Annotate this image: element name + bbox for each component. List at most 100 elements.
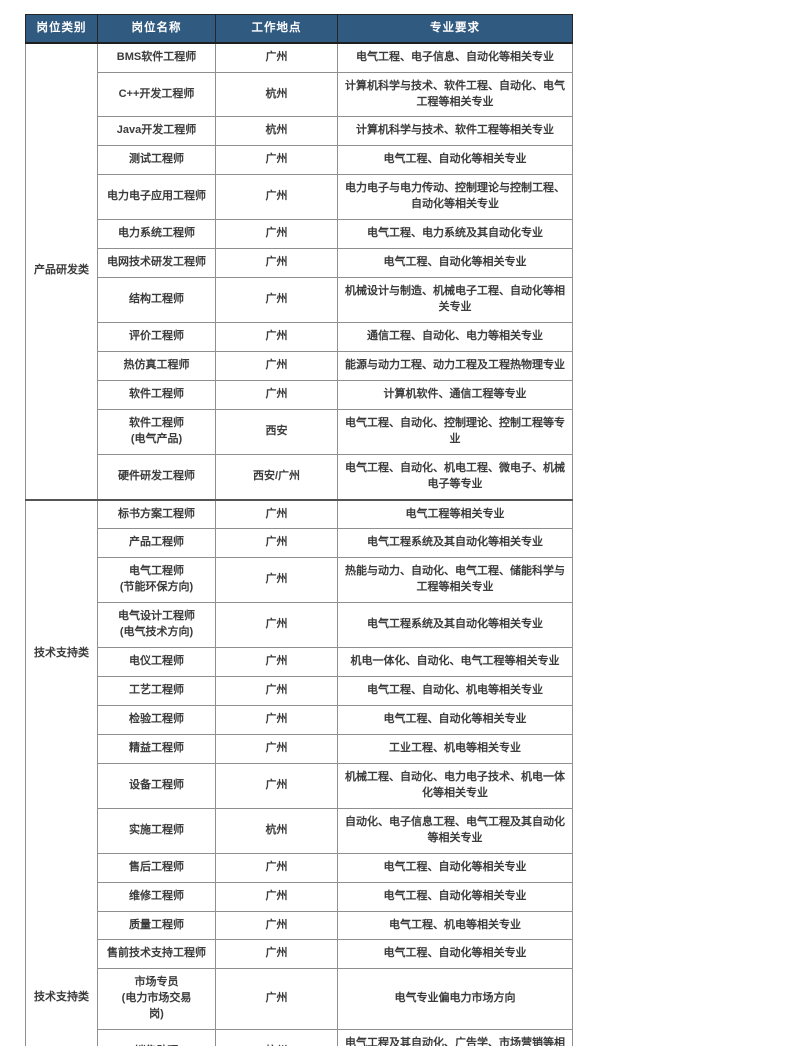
location-cell: 广州 [215, 676, 338, 707]
position-name-cell: 评价工程师 [97, 321, 216, 352]
position-name-cell: 精益工程师 [97, 733, 216, 764]
position-name-cell: 热仿真工程师 [97, 350, 216, 381]
location-cell: 广州 [215, 852, 338, 883]
column-header-category: 岗位类别 [25, 13, 98, 44]
position-name-cell: 市场专员 (电力市场交易 岗) [97, 968, 216, 1031]
location-cell: 广州 [215, 968, 338, 1031]
category-cell: 技术支持类 [25, 808, 98, 1046]
position-name-cell: 电仪工程师 [97, 647, 216, 678]
position-name-cell: 测试工程师 [97, 145, 216, 176]
job-positions-table: 岗位类别 岗位名称 工作地点 专业要求 产品研发类 BMS软件工程师 广州 电气工程、电子信… [25, 13, 573, 1046]
position-name-cell: 软件工程师 (电气产品) [97, 408, 216, 455]
position-name-cell: 售后工程师 [97, 852, 216, 883]
category-cell: 技术支持类 [25, 498, 98, 809]
position-name-cell: Java开发工程师 [97, 116, 216, 147]
table-row: 结构工程师 广州 机械设计与制造、机械电子工程、自动化等相关专业 [26, 277, 573, 323]
table-row: 电力电子应用工程师 广州 电力电子与电力传动、控制理论与控制工程、自动化等相关专业 [26, 174, 573, 221]
table-row: 评价工程师 广州 通信工程、自动化、电力等相关专业 [26, 321, 573, 352]
location-cell: 广州 [215, 881, 338, 912]
position-name-cell: 工艺工程师 [97, 676, 216, 707]
position-name-cell: 结构工程师 [97, 277, 216, 323]
category-cell: 产品研发类 [25, 42, 98, 501]
requirement-cell: 计算机软件、通信工程等专业 [337, 379, 573, 410]
table-row: 质量工程师 广州 电气工程、机电等相关专业 [26, 910, 573, 941]
location-cell: 广州 [215, 498, 338, 530]
position-name-cell: 软件工程师 [97, 379, 216, 410]
column-header-position-name: 岗位名称 [97, 13, 216, 44]
table-row: 技术支持类 实施工程师 杭州 自动化、电子信息工程、电气工程及其自动化等相关专业 [25, 807, 573, 1046]
requirement-cell: 电气工程等相关专业 [337, 498, 573, 530]
location-cell: 广州 [215, 42, 338, 73]
table-row: 软件工程师 (电气产品) 西安 电气工程、自动化、控制理论、控制工程等专业 [26, 408, 573, 455]
requirement-cell: 电气工程、电子信息、自动化等相关专业 [337, 42, 573, 73]
requirement-cell: 机械工程、自动化、电力电子技术、机电一体化等相关专业 [337, 762, 573, 809]
location-cell: 杭州 [215, 1029, 338, 1046]
requirement-cell: 电气工程及其自动化、广告学、市场营销等相关专业 [337, 1029, 573, 1046]
position-name-cell: 电力系统工程师 [97, 219, 216, 250]
requirement-cell: 通信工程、自动化、电力等相关专业 [337, 321, 573, 352]
requirement-cell: 电气工程、自动化等相关专业 [337, 248, 573, 279]
location-cell: 广州 [215, 910, 338, 941]
position-name-cell: 售前技术支持工程师 [97, 939, 216, 970]
position-name-cell: 硬件研发工程师 [97, 453, 216, 501]
position-name-cell: 电气工程师 (节能环保方向) [97, 557, 216, 604]
table-row: C++开发工程师 杭州 计算机科学与技术、软件工程、自动化、电气工程等相关专业 [26, 71, 573, 118]
requirement-cell: 工业工程、机电等相关专业 [337, 733, 573, 764]
requirement-cell: 计算机科学与技术、软件工程、自动化、电气工程等相关专业 [337, 71, 573, 118]
table-row: 产品研发类 BMS软件工程师 广州 电气工程、电子信息、自动化等相关专业 [25, 42, 573, 501]
location-cell: 杭州 [215, 71, 338, 118]
table-row: 精益工程师 广州 工业工程、机电等相关专业 [26, 733, 573, 764]
position-name-cell: C++开发工程师 [97, 71, 216, 118]
table-row: 热仿真工程师 广州 能源与动力工程、动力工程及工程热物理专业 [26, 350, 573, 381]
table-row: 市场专员 (电力市场交易 岗) 广州 电气专业偏电力市场方向 [26, 968, 573, 1031]
column-header-major-requirements: 专业要求 [337, 13, 573, 44]
requirement-cell: 能源与动力工程、动力工程及工程热物理专业 [337, 350, 573, 381]
table-row: 技术支持类 标书方案工程师 广州 电气工程等相关专业 [25, 498, 573, 809]
requirement-cell: 电气专业偏电力市场方向 [337, 968, 573, 1031]
table-row: 电网技术研发工程师 广州 电气工程、自动化等相关专业 [26, 248, 573, 279]
location-cell: 广州 [215, 762, 338, 809]
location-cell: 广州 [215, 705, 338, 735]
requirement-cell: 电气工程、自动化等相关专业 [337, 881, 573, 912]
table-row: 销售助理杭州电气工程及其自动化、广告学、市场营销等相关专业 [26, 1029, 573, 1046]
requirement-cell: 机械设计与制造、机械电子工程、自动化等相关专业 [337, 277, 573, 323]
requirement-cell: 自动化、电子信息工程、电气工程及其自动化等相关专业 [337, 807, 573, 854]
location-cell: 广州 [215, 602, 338, 649]
requirement-cell: 电气工程、自动化、控制理论、控制工程等专业 [337, 408, 573, 455]
requirement-cell: 电气工程、自动化、机电工程、微电子、机械电子等专业 [337, 453, 573, 501]
table-row: 电气工程师 (节能环保方向) 广州 热能与动力、自动化、电气工程、储能科学与工程等相… [26, 557, 573, 604]
table-row: 维修工程师 广州 电气工程、自动化等相关专业 [26, 881, 573, 912]
location-cell: 广州 [215, 248, 338, 279]
header-row: 岗位类别 岗位名称 工作地点 专业要求 [25, 13, 573, 44]
requirement-cell: 电气工程、自动化、机电等相关专业 [337, 676, 573, 707]
table-row: 检验工程师 广州 电气工程、自动化等相关专业 [26, 705, 573, 735]
position-name-cell: 检验工程师 [97, 705, 216, 735]
requirement-cell: 电气工程、电力系统及其自动化专业 [337, 219, 573, 250]
table-row: 售后工程师 广州 电气工程、自动化等相关专业 [26, 852, 573, 883]
table-row: 工艺工程师 广州 电气工程、自动化、机电等相关专业 [26, 676, 573, 707]
location-cell: 广州 [215, 557, 338, 604]
requirement-cell: 电气工程、机电等相关专业 [337, 910, 573, 941]
position-name-cell: 设备工程师 [97, 762, 216, 809]
position-name-cell: 标书方案工程师 [97, 498, 216, 530]
table-row: 软件工程师 广州 计算机软件、通信工程等专业 [26, 379, 573, 410]
position-name-cell: 电网技术研发工程师 [97, 248, 216, 279]
location-cell: 杭州 [215, 807, 338, 854]
location-cell: 广州 [215, 733, 338, 764]
requirement-cell: 电力电子与电力传动、控制理论与控制工程、自动化等相关专业 [337, 174, 573, 221]
requirement-cell: 电气工程、自动化等相关专业 [337, 939, 573, 970]
position-name-cell: 维修工程师 [97, 881, 216, 912]
column-header-location: 工作地点 [215, 13, 338, 44]
requirement-cell: 电气工程系统及其自动化等相关专业 [337, 602, 573, 649]
requirement-cell: 计算机科学与技术、软件工程等相关专业 [337, 116, 573, 147]
requirement-cell: 电气工程系统及其自动化等相关专业 [337, 528, 573, 559]
location-cell: 广州 [215, 321, 338, 352]
location-cell: 广州 [215, 145, 338, 176]
table-row: 电气设计工程师 (电气技术方向) 广州 电气工程系统及其自动化等相关专业 [26, 602, 573, 649]
location-cell: 广州 [215, 219, 338, 250]
location-cell: 杭州 [215, 116, 338, 147]
position-name-cell: 产品工程师 [97, 528, 216, 559]
location-cell: 广州 [215, 379, 338, 410]
location-cell: 西安/广州 [215, 453, 338, 501]
